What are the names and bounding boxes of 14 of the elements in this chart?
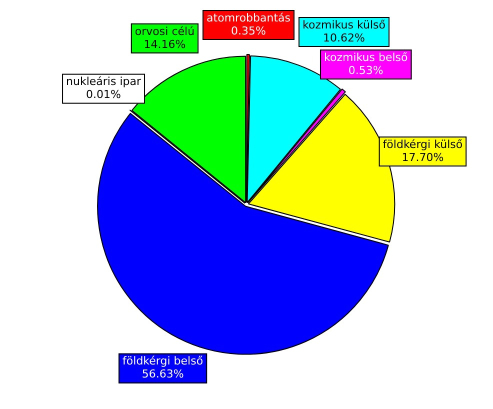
data-label: 56.63% <box>142 368 184 381</box>
slice-label: orvosi célú <box>134 24 195 38</box>
data-label: 0.01% <box>86 88 121 102</box>
slice-label: földkérgi belső <box>122 354 204 368</box>
slice-label: atomrobbantás <box>206 11 291 24</box>
slice-label: kozmikus belső <box>324 50 408 64</box>
slice-label: kozmikus külső <box>302 18 386 32</box>
data-label: 10.62% <box>323 31 365 44</box>
data-label: 14.16% <box>144 38 186 51</box>
slice-label: nukleáris ipar <box>66 75 142 88</box>
slice-label: földkérgi külső <box>382 138 463 151</box>
data-label: 0.35% <box>231 24 266 38</box>
data-label: 0.53% <box>348 64 384 77</box>
data-label: 17.70% <box>402 150 444 164</box>
